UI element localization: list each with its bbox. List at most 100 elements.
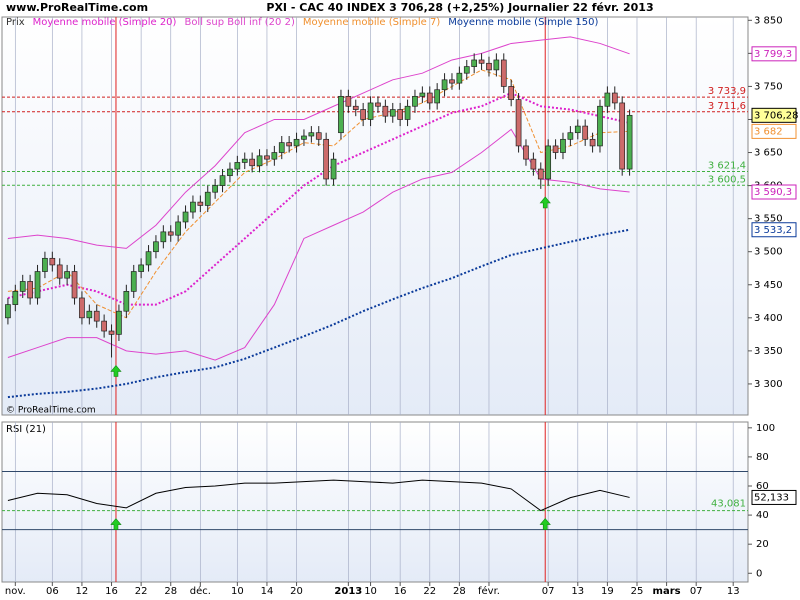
candle-body	[530, 158, 537, 170]
x-tick-label: 14	[261, 586, 274, 597]
candle-body	[515, 99, 522, 147]
candle-body	[93, 310, 100, 322]
candle-body	[626, 114, 633, 170]
candle-body	[500, 59, 507, 87]
copyright: © ProRealTime.com	[6, 406, 96, 416]
signal-arrow	[110, 518, 122, 530]
candle-body	[397, 109, 404, 120]
legend-entry: Moyenne mobile (Simple 150)	[448, 17, 598, 28]
chart-title: PXI - CAC 40 INDEX 3 706,28 (+2,25%) Jou…	[266, 1, 653, 14]
y-tick-label: 60	[756, 481, 769, 492]
level-label: 3 711,6	[708, 101, 746, 112]
candle-body	[160, 231, 167, 243]
x-tick-label: 16	[394, 586, 407, 597]
x-tick-label: 28	[453, 586, 466, 597]
candle-body	[278, 142, 285, 153]
value-marker	[751, 222, 797, 238]
candle-body	[249, 158, 255, 167]
candle-body	[412, 95, 418, 107]
candle-body	[19, 281, 26, 292]
y-tick-label: 3 750	[754, 81, 783, 92]
candle-body	[604, 92, 611, 107]
candle-body	[138, 264, 144, 272]
x-tick-label: 25	[631, 586, 644, 597]
candle-body	[108, 330, 115, 335]
value-marker-label: 3 682	[754, 126, 783, 137]
rsi-title: RSI (21)	[6, 424, 46, 435]
candle-body	[345, 95, 352, 107]
candle-body	[34, 271, 41, 299]
legend-entry: Moyenne mobile (Simple 7)	[303, 17, 441, 28]
indicator-line	[7, 91, 630, 306]
y-tick-label: 3 500	[754, 247, 783, 258]
signal-arrow	[539, 196, 551, 209]
candle-body	[330, 158, 337, 180]
legend-entry: Moyenne mobile (Simple 20)	[33, 17, 177, 28]
rsi-panel	[1, 421, 749, 583]
candle-body	[293, 138, 300, 147]
candle-body	[27, 281, 33, 299]
candle-body	[493, 59, 500, 71]
candle-body	[441, 79, 448, 91]
candle-body	[256, 155, 263, 167]
candle-body	[286, 142, 293, 147]
x-tick-label: 13	[727, 586, 740, 597]
candle-body	[130, 271, 137, 292]
value-marker-label: 3 533,2	[754, 225, 792, 236]
candle-body	[190, 201, 196, 213]
y-tick-label: 80	[756, 452, 769, 463]
candle-body	[167, 231, 174, 236]
value-marker-label: 3 706,28	[754, 110, 799, 121]
candle-body	[301, 135, 307, 140]
candle-body	[56, 264, 63, 279]
candle-body	[419, 92, 426, 97]
candle-body	[308, 132, 315, 137]
candle-body	[49, 257, 56, 266]
candle-body	[545, 145, 552, 180]
candle-body	[560, 138, 566, 153]
value-marker	[751, 489, 797, 505]
candle-body	[352, 105, 359, 110]
candle-body	[204, 191, 211, 206]
candle-body	[264, 155, 270, 160]
x-tick-label: 19	[601, 586, 614, 597]
legend-entry: Boll sup Boll inf (20 2)	[184, 17, 294, 28]
candle-body	[227, 168, 233, 177]
candle-body	[5, 304, 11, 319]
candle-body	[574, 125, 581, 134]
candle-body	[271, 152, 278, 160]
x-tick-label: déc.	[190, 585, 211, 597]
candle-body	[315, 132, 322, 140]
indicator-line	[7, 36, 630, 249]
rsi-line	[7, 479, 630, 512]
y-tick-label: 0	[756, 568, 762, 579]
candle-body	[582, 125, 589, 140]
candle-body	[486, 62, 492, 71]
candle-body	[589, 138, 596, 147]
x-tick-label: nov.	[5, 586, 26, 597]
site: www.ProRealTime.com	[6, 1, 148, 14]
level-label: 3 621,4	[708, 160, 746, 171]
candle-body	[212, 185, 218, 193]
y-tick-label: 3 450	[754, 280, 783, 291]
value-marker-label: 3 799,3	[754, 49, 792, 60]
level-label: 3 733,9	[708, 86, 746, 97]
candle-body	[552, 145, 559, 153]
x-tick-label: 20	[290, 586, 303, 597]
x-tick-label: 28	[164, 586, 177, 597]
value-marker	[751, 184, 797, 200]
x-tick-label: 16	[105, 586, 118, 597]
candle-body	[323, 138, 330, 180]
candle-body	[426, 92, 433, 104]
x-tick-label: 07	[690, 586, 703, 597]
x-tick-label: mars	[653, 586, 681, 597]
candle-body	[567, 132, 574, 140]
candle-body	[79, 297, 85, 319]
candle-body	[367, 102, 374, 120]
candle-body	[449, 79, 455, 84]
candle-body	[241, 158, 248, 163]
signal-arrow	[539, 518, 551, 530]
candle-body	[523, 145, 529, 160]
